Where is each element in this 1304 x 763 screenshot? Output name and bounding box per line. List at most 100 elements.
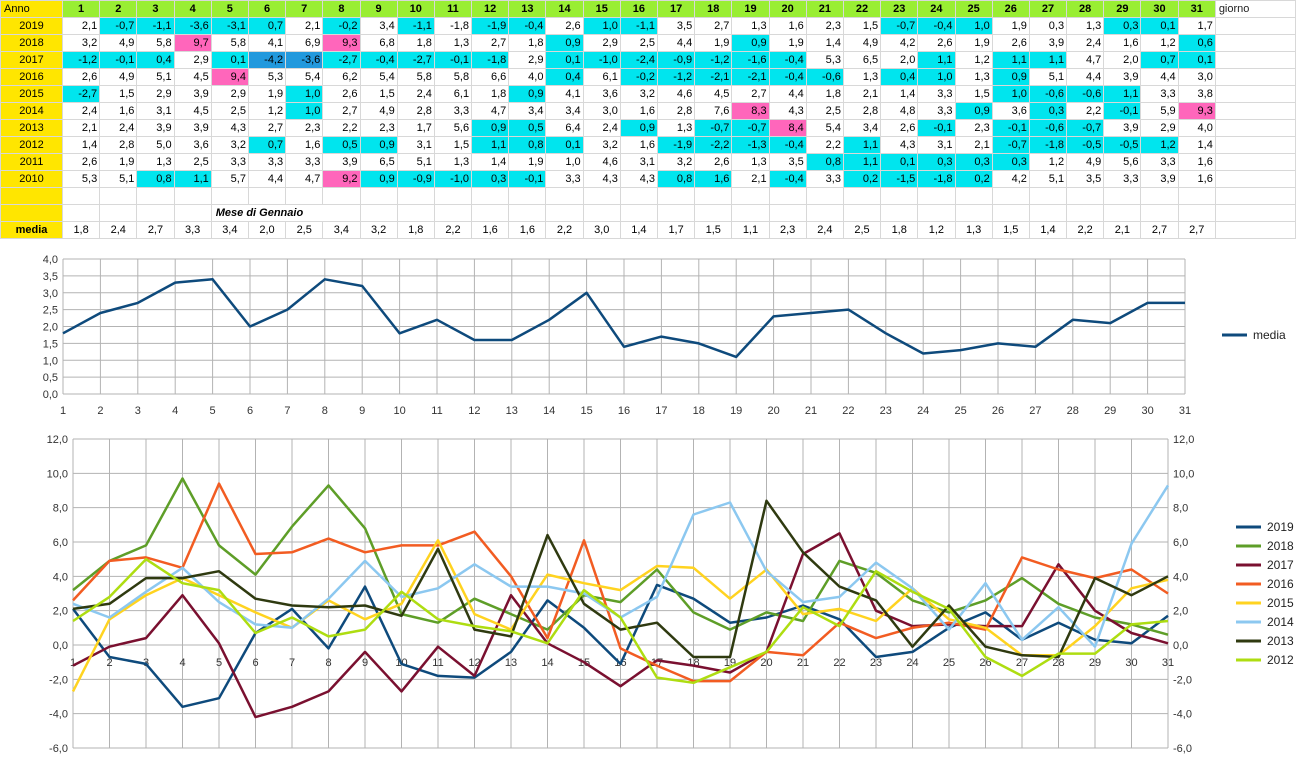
header-day-cell[interactable]: 5 [210, 0, 249, 18]
empty-cell[interactable] [619, 204, 659, 222]
value-cell[interactable]: -0,7 [731, 119, 770, 137]
empty-cell[interactable] [1214, 153, 1296, 171]
value-cell[interactable]: 2,6 [880, 119, 919, 137]
empty-cell[interactable] [1066, 204, 1105, 222]
value-cell[interactable]: 0,3 [1103, 17, 1142, 35]
empty-cell[interactable] [1214, 187, 1296, 205]
empty-cell[interactable] [1177, 204, 1216, 222]
value-cell[interactable]: 5,8 [396, 68, 435, 86]
value-cell[interactable]: -0,2 [322, 17, 361, 35]
value-cell[interactable]: 4,9 [99, 68, 138, 86]
media-value-cell[interactable]: 1,2 [917, 221, 956, 239]
value-cell[interactable]: 3,4 [508, 102, 547, 120]
value-cell[interactable]: 4,4 [1066, 68, 1105, 86]
value-cell[interactable]: 0,8 [508, 136, 547, 154]
value-cell[interactable]: -0,7 [880, 17, 919, 35]
empty-cell[interactable] [173, 204, 212, 222]
media-value-cell[interactable]: 2,5 [842, 221, 882, 239]
value-cell[interactable]: -1,9 [656, 136, 696, 154]
value-cell[interactable]: 8,3 [731, 102, 770, 120]
header-day-cell[interactable]: 4 [173, 0, 212, 18]
empty-cell[interactable] [1028, 204, 1068, 222]
value-cell[interactable]: 0,1 [545, 51, 584, 69]
value-cell[interactable]: 0,2 [842, 170, 882, 188]
year-cell[interactable]: 2016 [0, 68, 63, 86]
value-cell[interactable]: 0,1 [210, 51, 249, 69]
media-value-cell[interactable]: 2,2 [545, 221, 584, 239]
value-cell[interactable]: 3,2 [61, 34, 101, 52]
header-day-cell[interactable]: 11 [433, 0, 473, 18]
value-cell[interactable]: 1,6 [619, 102, 659, 120]
empty-cell[interactable] [136, 187, 175, 205]
value-cell[interactable]: 1,5 [99, 85, 138, 103]
value-cell[interactable]: 3,9 [322, 153, 361, 171]
value-cell[interactable]: 2,6 [545, 17, 584, 35]
empty-cell[interactable] [731, 187, 770, 205]
media-value-cell[interactable]: 1,5 [991, 221, 1030, 239]
media-value-cell[interactable]: 2,5 [285, 221, 324, 239]
value-cell[interactable]: 0,1 [880, 153, 919, 171]
value-cell[interactable]: 4,1 [545, 85, 584, 103]
value-cell[interactable]: 2,7 [731, 85, 770, 103]
value-cell[interactable]: 1,3 [731, 17, 770, 35]
year-cell[interactable]: 2012 [0, 136, 63, 154]
empty-cell[interactable] [322, 187, 361, 205]
empty-cell[interactable] [545, 204, 584, 222]
value-cell[interactable]: 2,3 [359, 119, 398, 137]
value-cell[interactable]: -1,8 [1028, 136, 1068, 154]
value-cell[interactable]: -0,5 [1103, 136, 1142, 154]
value-cell[interactable]: 2,2 [322, 119, 361, 137]
year-cell[interactable]: 2011 [0, 153, 63, 171]
media-value-cell[interactable]: 2,1 [1103, 221, 1142, 239]
empty-cell[interactable] [1214, 221, 1296, 239]
value-cell[interactable]: 4,1 [247, 34, 287, 52]
value-cell[interactable]: 3,3 [1140, 153, 1179, 171]
value-cell[interactable]: 1,6 [619, 136, 659, 154]
value-cell[interactable]: 1,0 [582, 17, 621, 35]
header-day-cell[interactable]: 7 [285, 0, 324, 18]
value-cell[interactable]: 1,2 [954, 51, 993, 69]
value-cell[interactable]: 0,8 [656, 170, 696, 188]
value-cell[interactable]: 2,6 [322, 85, 361, 103]
media-value-cell[interactable]: 2,7 [136, 221, 175, 239]
value-cell[interactable]: 3,3 [210, 153, 249, 171]
value-cell[interactable]: 0,9 [359, 136, 398, 154]
media-value-cell[interactable]: 3,3 [173, 221, 212, 239]
value-cell[interactable]: 1,8 [471, 85, 510, 103]
value-cell[interactable]: 2,1 [954, 136, 993, 154]
value-cell[interactable]: 7,6 [694, 102, 733, 120]
value-cell[interactable]: 3,9 [1103, 68, 1142, 86]
value-cell[interactable]: 4,4 [247, 170, 287, 188]
empty-cell[interactable] [99, 204, 138, 222]
value-cell[interactable]: 1,9 [991, 17, 1030, 35]
value-cell[interactable]: -0,4 [768, 170, 807, 188]
value-cell[interactable]: 5,6 [433, 119, 473, 137]
value-cell[interactable]: 2,1 [842, 85, 882, 103]
value-cell[interactable]: 1,1 [1028, 51, 1068, 69]
value-cell[interactable]: 1,9 [768, 34, 807, 52]
media-value-cell[interactable]: 1,6 [508, 221, 547, 239]
value-cell[interactable]: 3,6 [991, 102, 1030, 120]
value-cell[interactable]: 8,4 [768, 119, 807, 137]
value-cell[interactable]: 1,5 [433, 136, 473, 154]
value-cell[interactable]: 4,0 [508, 68, 547, 86]
value-cell[interactable]: 2,8 [396, 102, 435, 120]
value-cell[interactable]: 1,1 [917, 51, 956, 69]
media-value-cell[interactable]: 3,0 [582, 221, 621, 239]
value-cell[interactable]: -0,9 [656, 51, 696, 69]
value-cell[interactable]: 9,7 [173, 34, 212, 52]
header-day-cell[interactable]: 23 [880, 0, 919, 18]
value-cell[interactable]: 0,9 [991, 68, 1030, 86]
value-cell[interactable]: 1,8 [508, 34, 547, 52]
value-cell[interactable]: 1,9 [99, 153, 138, 171]
header-anno-cell[interactable]: Anno [0, 0, 63, 18]
empty-cell[interactable] [1214, 85, 1296, 103]
value-cell[interactable]: -0,1 [433, 51, 473, 69]
value-cell[interactable]: 3,9 [136, 119, 175, 137]
value-cell[interactable]: -1,6 [731, 51, 770, 69]
header-day-cell[interactable]: 13 [508, 0, 547, 18]
value-cell[interactable]: -0,1 [99, 51, 138, 69]
empty-cell[interactable] [61, 204, 101, 222]
value-cell[interactable]: 3,0 [582, 102, 621, 120]
value-cell[interactable]: 5,9 [1140, 102, 1179, 120]
